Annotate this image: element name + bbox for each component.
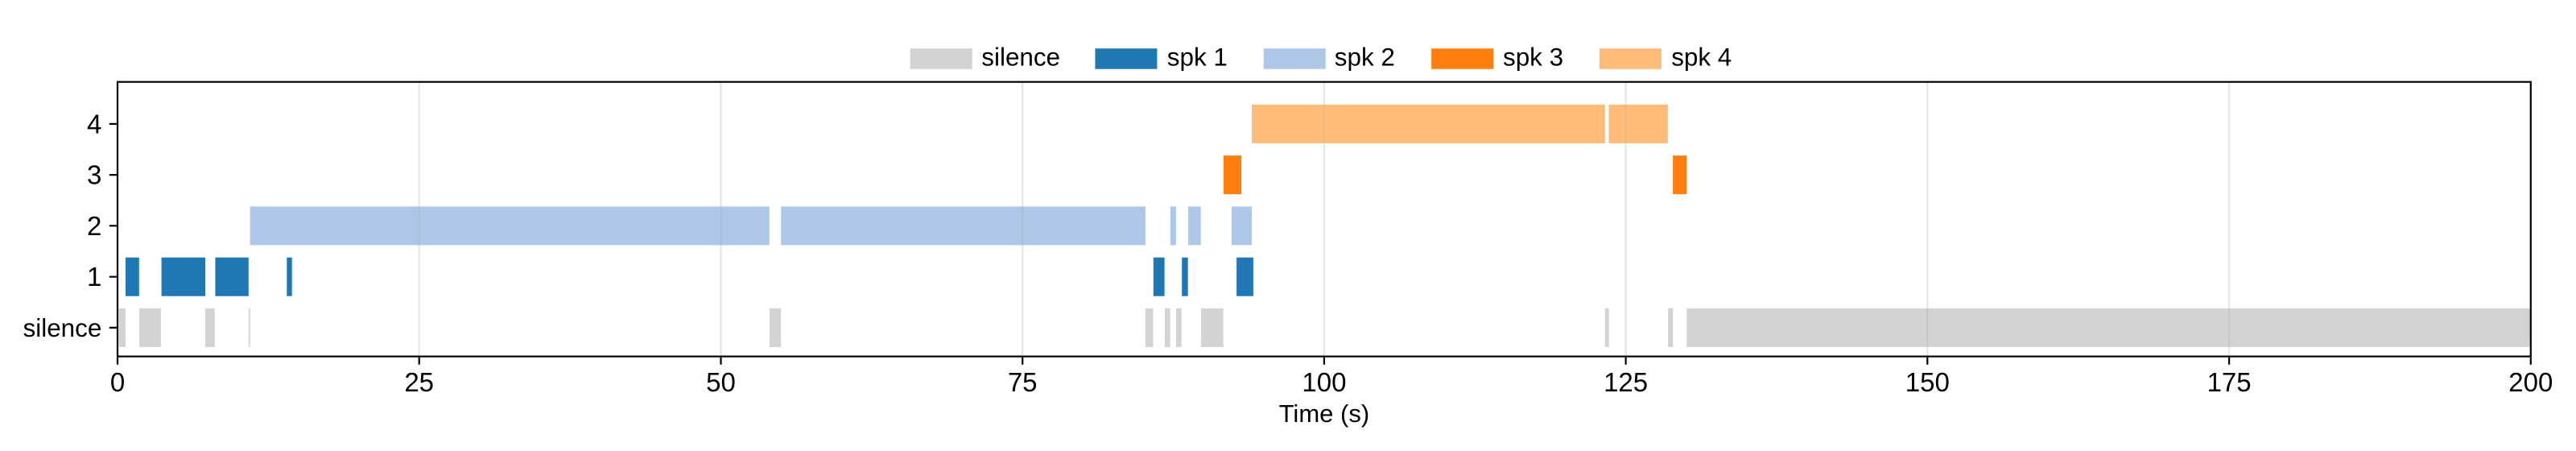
svg-text:100: 100: [1302, 367, 1346, 397]
svg-text:spk 2: spk 2: [1335, 43, 1395, 72]
svg-text:25: 25: [404, 367, 434, 397]
svg-text:spk 3: spk 3: [1503, 43, 1563, 72]
svg-text:125: 125: [1604, 367, 1648, 397]
svg-text:75: 75: [1008, 367, 1038, 397]
svg-text:silence: silence: [981, 43, 1060, 72]
svg-text:1: 1: [87, 262, 101, 292]
svg-text:Time (s): Time (s): [1279, 399, 1370, 428]
svg-text:0: 0: [110, 367, 125, 397]
svg-text:200: 200: [2508, 367, 2553, 397]
svg-text:150: 150: [1905, 367, 1950, 397]
svg-text:spk 1: spk 1: [1167, 43, 1228, 72]
svg-text:4: 4: [87, 109, 101, 139]
svg-text:2: 2: [87, 211, 101, 241]
svg-text:175: 175: [2207, 367, 2252, 397]
svg-text:50: 50: [706, 367, 736, 397]
svg-text:silence: silence: [23, 314, 102, 342]
svg-text:3: 3: [87, 160, 101, 190]
svg-text:spk 4: spk 4: [1671, 43, 1732, 72]
